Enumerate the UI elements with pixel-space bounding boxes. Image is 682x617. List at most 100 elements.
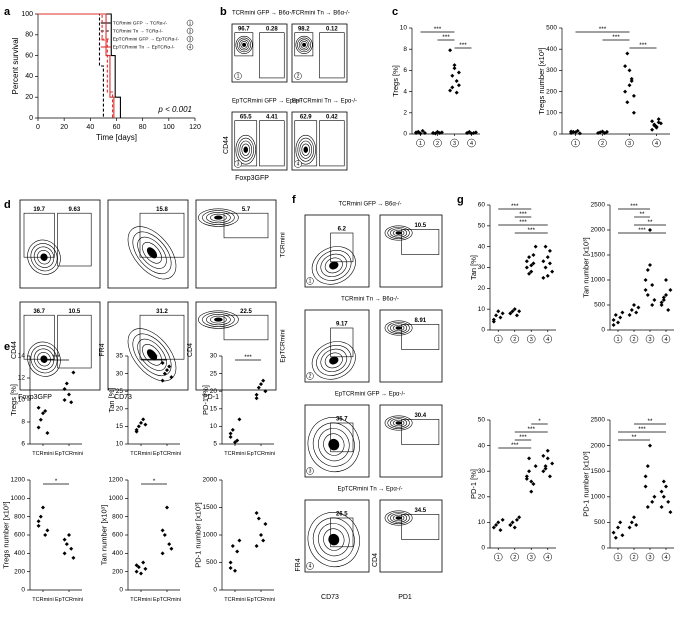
y-tick-label: 1000 [591,277,606,284]
y-tick-label: 500 [594,302,605,309]
contour [295,134,316,165]
data-point [512,307,517,312]
y-tick-label: 10 [18,397,26,404]
data-point [666,308,671,312]
significance-label: *** [519,219,527,226]
significance-label: *** [52,354,60,361]
data-point [541,275,546,280]
flow-axis-label: FR4 [99,343,106,356]
gate-value: 0.42 [326,114,338,120]
data-point [613,535,618,540]
data-point [529,489,534,494]
data-point [661,295,666,300]
data-point [167,364,172,369]
significance-label: *** [527,227,535,234]
data-point [235,549,240,554]
x-tick-label: 4 [655,141,658,147]
contour [239,140,252,159]
x-tick-label: 40 [86,124,94,131]
significance-label: *** [511,442,519,449]
flow-axis-label: CD4 [372,553,379,567]
data-point [668,288,673,292]
x-tick-label: 2 [513,337,516,343]
contour [146,247,158,259]
x-tick-label: 4 [664,337,667,343]
data-point [524,259,529,264]
legend-number-circle [186,19,194,27]
contour [307,512,360,568]
category-circle [625,138,634,148]
flow-axis-label: PD1 [398,594,412,601]
gate-value: 35.7 [336,417,348,423]
gate-value: 0.28 [266,26,278,32]
data-point [259,533,263,537]
data-point [659,489,664,494]
data-point [496,309,501,314]
data-point [529,479,534,484]
panel-label: d [4,199,11,211]
data-point [263,522,268,526]
category-circle [571,138,580,148]
data-point [165,368,169,373]
x-tick-label: 1 [574,141,577,147]
data-point [235,438,240,443]
flow-plot-frame [379,214,443,288]
data-point [650,283,655,287]
x-tick-label: 0 [36,124,40,131]
y-tick-label: 60 [25,52,33,59]
data-point [448,48,453,53]
gate-value: 8.91 [414,318,426,324]
significance-label: *** [638,426,646,433]
data-point [531,253,536,257]
x-tick-label: EpTCRmini [153,597,181,603]
data-point [256,385,261,390]
data-point [143,422,148,427]
y-tick-label: 8 [403,46,407,53]
x-tick-label: 3 [648,337,651,343]
data-point [494,313,499,318]
x-tick-label: 60 [113,124,121,131]
legend-number: 1 [189,20,192,25]
data-point [618,315,623,320]
data-point [643,288,648,292]
gate [57,314,92,369]
data-point [531,261,536,266]
x-tick-label: 3 [648,555,651,561]
data-point [134,563,139,568]
y-tick-label: 35 [116,353,124,360]
data-point [643,484,648,489]
data-point [625,100,630,105]
plot-title: EpTCRmini Tn → Epα-/- [292,99,357,105]
data-point [543,244,548,249]
data-point [496,520,501,525]
data-point [666,499,671,504]
row-label: EpTCRmini [280,329,287,362]
data-point [531,482,536,486]
category-circle [613,552,623,562]
data-point [656,120,661,125]
survival-line [38,13,114,118]
y-tick-label: 15 [210,406,218,413]
data-point [541,453,546,458]
data-point [237,538,242,543]
contour [37,250,51,265]
data-point [416,129,421,134]
survival-line [38,13,115,118]
y-tick-label: 10 [116,441,124,448]
x-tick-label: 1 [497,337,500,343]
plot-number: 2 [309,374,312,380]
contour [206,314,231,326]
x-tick-label: TCRmini [32,597,53,603]
y-tick-label: 1200 [109,477,124,484]
data-point [134,429,139,434]
significance-label: *** [442,34,450,41]
data-point [664,293,668,297]
plot-number-circle [234,160,242,168]
legend-label: EpTCRmini Tn → EpTCRα-/- [113,44,175,50]
y-tick-label: 1000 [591,494,606,501]
gate [139,314,185,360]
data-point [604,129,609,134]
data-point [659,303,664,307]
y-axis-label: Tregs [%] [391,65,400,97]
category-circle [543,552,552,562]
